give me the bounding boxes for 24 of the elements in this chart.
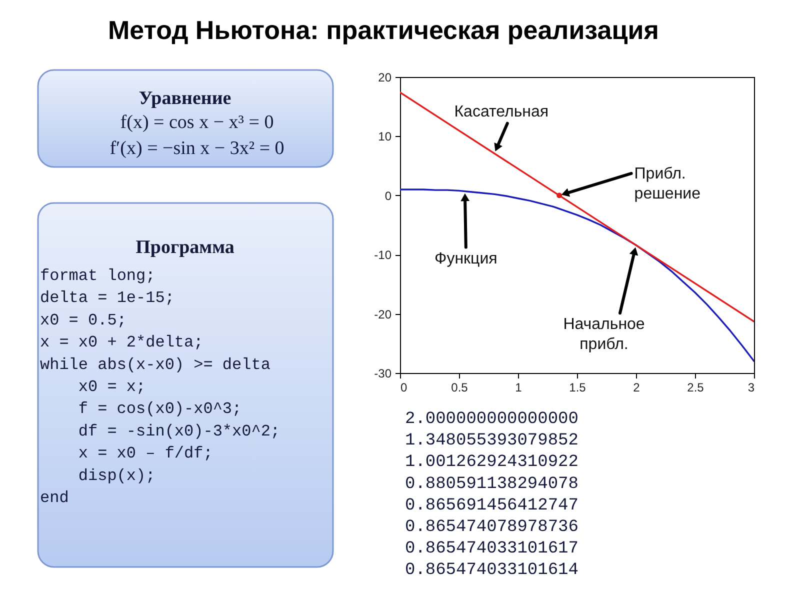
text: format long; delta = 1e-15; x0 = 0.5; x = x0 + 2*delta; while abs(x-x0) >= delta x0 = x; f = cos(x0)-x0^3; df = -sin(x0)-3*x0^2; x = x0 – f/df; disp(x); end <box>40 267 280 507</box>
text: Программа <box>136 237 235 258</box>
y-tick-label: 0 <box>384 188 392 203</box>
x-tick-label: 2.5 <box>687 380 704 394</box>
annotation: Касательная <box>454 103 549 120</box>
y-tick-label: 10 <box>378 130 392 144</box>
x-tick-label: 1.5 <box>569 380 586 394</box>
y-tick-label: -20 <box>374 307 392 322</box>
x-tick-label: 1 <box>515 380 522 394</box>
x-tick-label: 0 <box>400 380 408 394</box>
line-series <box>400 188 754 362</box>
y-tick-label: -10 <box>374 248 392 262</box>
x-tick-label: 0.5 <box>451 380 468 394</box>
text: Уравнение <box>138 88 232 109</box>
y-tick-label: 20 <box>378 70 392 84</box>
annotation: Начальное прибл. <box>563 316 645 354</box>
x-tick-label: 2 <box>633 380 640 394</box>
chart-title: Метод Ньютона: практическая реализация <box>108 15 659 45</box>
annotation: Прибл. решение <box>634 165 701 202</box>
y-tick-label: -30 <box>374 366 392 380</box>
text: 2.000000000000000 1.348055393079852 1.001262924310922 0.880591138294078 0.865691456412747 0.865474078978736 0.865474033101617 0.865474033101614 <box>405 410 578 580</box>
text: f(x) = cos x − x³ = 0 f′(x) = −sin x − 3x² = 0 <box>110 112 284 159</box>
annotation: Функция <box>434 250 498 268</box>
x-tick-label: 3 <box>748 380 755 394</box>
